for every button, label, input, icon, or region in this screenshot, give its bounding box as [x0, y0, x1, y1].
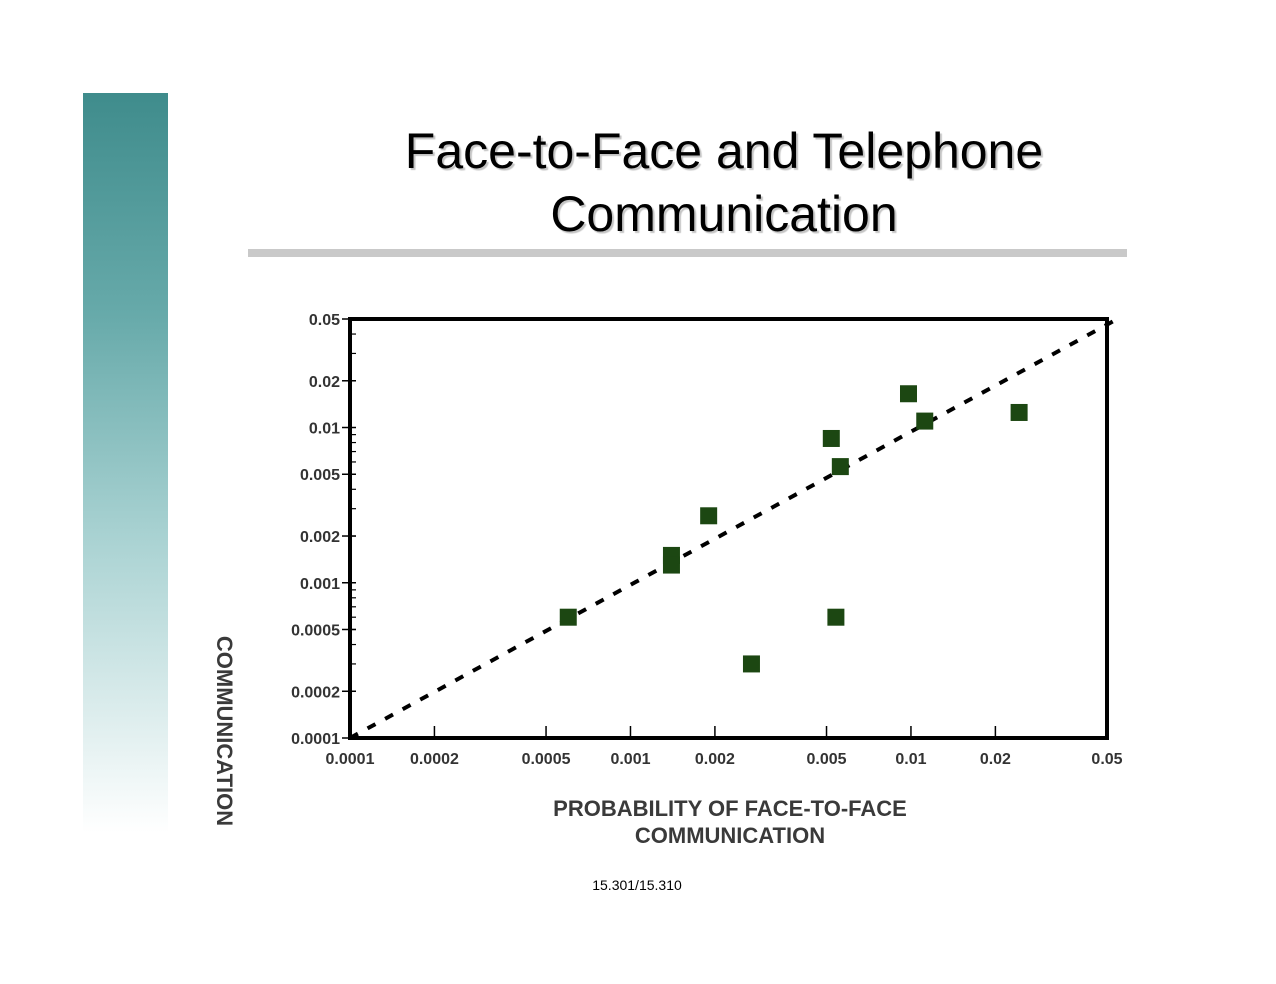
y-tick-label: 0.0005 — [291, 622, 340, 639]
data-point — [1010, 403, 1028, 421]
side-accent-bar — [83, 93, 168, 833]
y-tick-label: 0.0002 — [291, 684, 340, 701]
data-point — [822, 429, 840, 447]
y-tick-label: 0.001 — [300, 576, 340, 593]
y-tick-label: 0.05 — [309, 312, 340, 329]
title-divider — [248, 249, 1127, 257]
slide-title: Face-to-Face and Telephone Communication — [404, 123, 1044, 242]
y-tick-label: 0.01 — [309, 421, 340, 438]
x-tick-label: 0.002 — [695, 751, 735, 768]
y-tick-label: 0.002 — [300, 529, 340, 546]
data-point — [662, 556, 680, 574]
x-tick-label: 0.0001 — [326, 751, 375, 768]
x-tick-label: 0.01 — [895, 751, 926, 768]
reference-line — [349, 315, 1122, 740]
y-tick-label: 0.005 — [300, 467, 340, 484]
x-axis-title: PROBABILITY OF FACE-TO-FACE COMMUNICATIO… — [553, 796, 907, 848]
x-tick-label: 0.005 — [806, 751, 846, 768]
data-point — [742, 655, 760, 673]
x-tick-label: 0.001 — [610, 751, 650, 768]
data-point — [559, 608, 577, 626]
data-point — [899, 385, 917, 403]
data-point — [916, 412, 934, 430]
plot-frame — [348, 317, 1109, 740]
y-tick-label: 0.0001 — [291, 731, 340, 748]
x-tick-label: 0.05 — [1091, 751, 1122, 768]
x-tick-label: 0.0002 — [410, 751, 459, 768]
x-tick-label: 0.02 — [980, 751, 1011, 768]
slide-footer: 15.301/15.310 — [592, 877, 682, 893]
y-tick-label: 0.02 — [309, 374, 340, 391]
data-point — [700, 507, 718, 525]
y-axis-title: COMMUNICATION — [212, 635, 237, 827]
data-point — [827, 608, 845, 626]
x-tick-label: 0.0005 — [522, 751, 571, 768]
data-point — [831, 458, 849, 476]
